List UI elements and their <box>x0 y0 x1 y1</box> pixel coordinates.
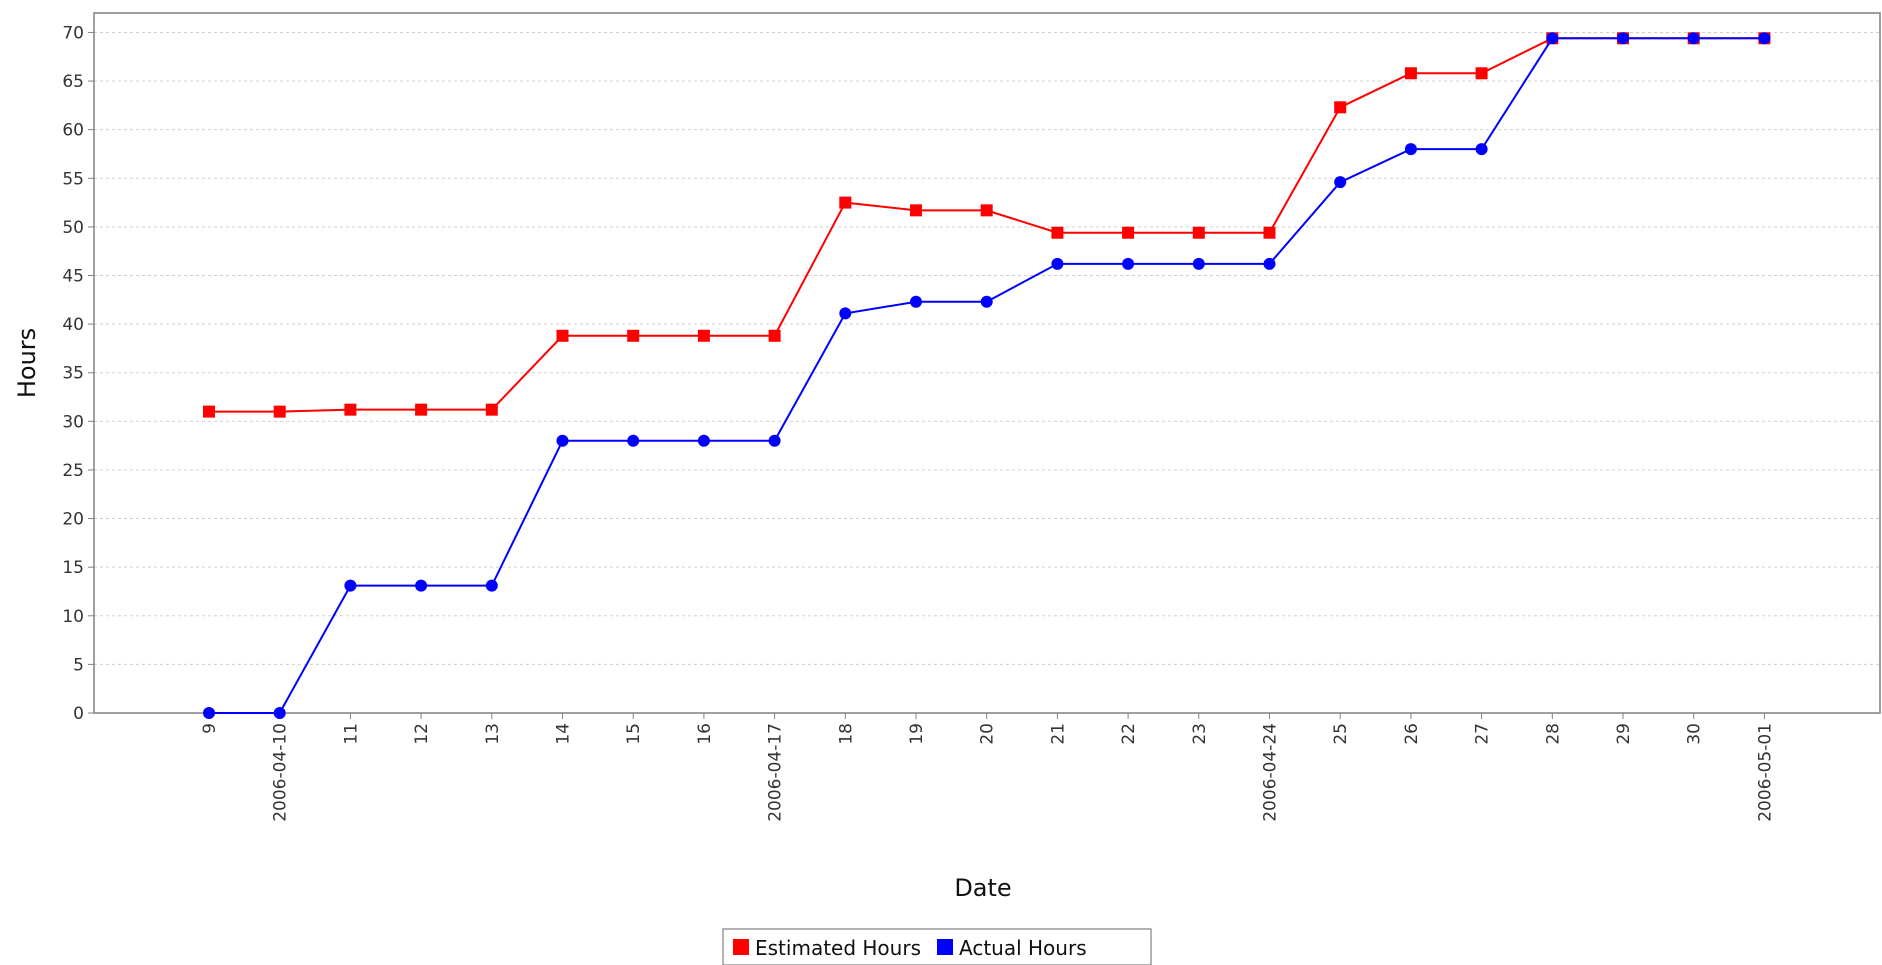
x-tick-label: 9 <box>200 723 220 734</box>
x-tick-label: 22 <box>1119 723 1139 745</box>
x-tick-label: 13 <box>483 723 503 745</box>
x-axis-ticks: 9 2006-04-10 11 12 13 14 15 16 2006-04-17 18 19 20 2… <box>200 713 1775 822</box>
actual-hours-point <box>1263 257 1276 270</box>
estimated-hours-point <box>485 403 498 416</box>
estimated-hours-point <box>1192 226 1205 239</box>
actual-hours-point <box>1192 257 1205 270</box>
estimated-hours-point <box>203 405 215 418</box>
x-tick-label: 28 <box>1543 723 1563 745</box>
actual-hours-point <box>273 707 286 719</box>
x-tick-label: 29 <box>1614 723 1634 745</box>
estimated-hours-point <box>415 403 428 416</box>
estimated-hours-point <box>697 329 710 342</box>
x-tick-label: 25 <box>1331 723 1351 745</box>
y-axis-ticks: 0 5 10 15 20 25 30 35 40 45 50 55 60 65 70 <box>62 23 94 724</box>
actual-hours-point <box>1687 32 1700 45</box>
estimated-hours-legend-swatch <box>733 939 749 955</box>
actual-hours-point <box>910 295 922 308</box>
y-tick-label: 70 <box>62 23 84 43</box>
actual-hours-point <box>697 434 710 447</box>
x-tick-label: 15 <box>624 723 644 745</box>
actual-hours-point <box>415 579 428 592</box>
estimated-hours-point <box>1263 226 1276 239</box>
estimated-hours-point <box>1122 226 1135 239</box>
estimated-hours-point <box>768 329 781 342</box>
y-tick-label: 5 <box>73 655 84 675</box>
y-tick-label: 45 <box>62 267 84 287</box>
estimated-hours-point <box>627 329 640 342</box>
x-tick-label: 23 <box>1190 723 1210 745</box>
estimated-hours-point <box>1051 226 1064 239</box>
x-tick-label: 2006-05-01 <box>1755 723 1775 822</box>
actual-hours-point <box>1617 32 1629 45</box>
actual-hours-point <box>556 434 569 447</box>
y-tick-label: 10 <box>62 607 84 627</box>
y-tick-label: 55 <box>62 169 84 189</box>
x-tick-label: 2006-04-10 <box>271 723 291 822</box>
estimated-hours-point <box>1334 101 1347 114</box>
x-tick-label: 12 <box>412 723 432 745</box>
x-tick-label: 2006-04-17 <box>766 723 786 822</box>
y-axis-title: Hours <box>13 328 41 398</box>
actual-hours-point <box>485 579 498 592</box>
y-tick-label: 20 <box>62 510 84 530</box>
y-tick-label: 30 <box>62 412 84 432</box>
gridlines <box>94 31 1880 665</box>
actual-hours-point <box>839 307 852 320</box>
legend: Estimated Hours Actual Hours <box>722 928 1152 965</box>
actual-hours-legend-swatch <box>937 939 953 955</box>
y-tick-label: 15 <box>62 558 84 578</box>
actual-hours-legend-label: Actual Hours <box>959 936 1087 960</box>
x-tick-label: 19 <box>907 723 927 745</box>
y-tick-label: 65 <box>62 72 84 92</box>
y-tick-label: 40 <box>62 315 84 335</box>
y-tick-label: 60 <box>62 121 84 141</box>
y-tick-label: 0 <box>73 704 84 724</box>
estimated-hours-point <box>1404 67 1417 80</box>
y-tick-label: 35 <box>62 364 84 384</box>
actual-hours-point <box>344 579 357 592</box>
x-tick-label: 26 <box>1402 723 1422 745</box>
actual-hours-point <box>1334 176 1347 189</box>
estimated-hours-point <box>839 196 852 209</box>
estimated-hours-legend-label: Estimated Hours <box>755 936 921 960</box>
actual-hours-point <box>768 434 781 447</box>
actual-hours-point <box>1404 143 1417 156</box>
y-tick-label: 50 <box>62 218 84 238</box>
actual-hours-point <box>1546 32 1559 45</box>
estimated-hours-point <box>273 405 286 418</box>
x-tick-label: 11 <box>341 723 361 745</box>
x-tick-label: 21 <box>1048 723 1068 745</box>
estimated-hours-point <box>556 329 569 342</box>
estimated-hours-point <box>910 204 922 217</box>
actual-hours-point <box>1051 257 1064 270</box>
actual-hours-point <box>1122 257 1135 270</box>
actual-hours-point <box>980 295 993 308</box>
x-tick-label: 30 <box>1685 723 1705 745</box>
x-tick-label: 14 <box>554 723 574 745</box>
y-tick-label: 25 <box>62 461 84 481</box>
actual-hours-point <box>627 434 640 447</box>
estimated-hours-point <box>1475 67 1488 80</box>
estimated-hours-point <box>344 403 357 416</box>
x-axis-title: Date <box>954 874 1011 902</box>
x-tick-label: 18 <box>836 723 856 745</box>
actual-hours-point <box>203 707 215 719</box>
actual-hours-point <box>1758 32 1771 45</box>
x-tick-label: 20 <box>978 723 998 745</box>
actual-hours-point <box>1475 143 1488 156</box>
series-lines <box>203 32 1771 719</box>
estimated-hours-point <box>980 204 993 217</box>
x-tick-label: 16 <box>695 723 715 745</box>
x-tick-label: 27 <box>1473 723 1493 745</box>
x-tick-label: 2006-04-24 <box>1261 723 1281 822</box>
